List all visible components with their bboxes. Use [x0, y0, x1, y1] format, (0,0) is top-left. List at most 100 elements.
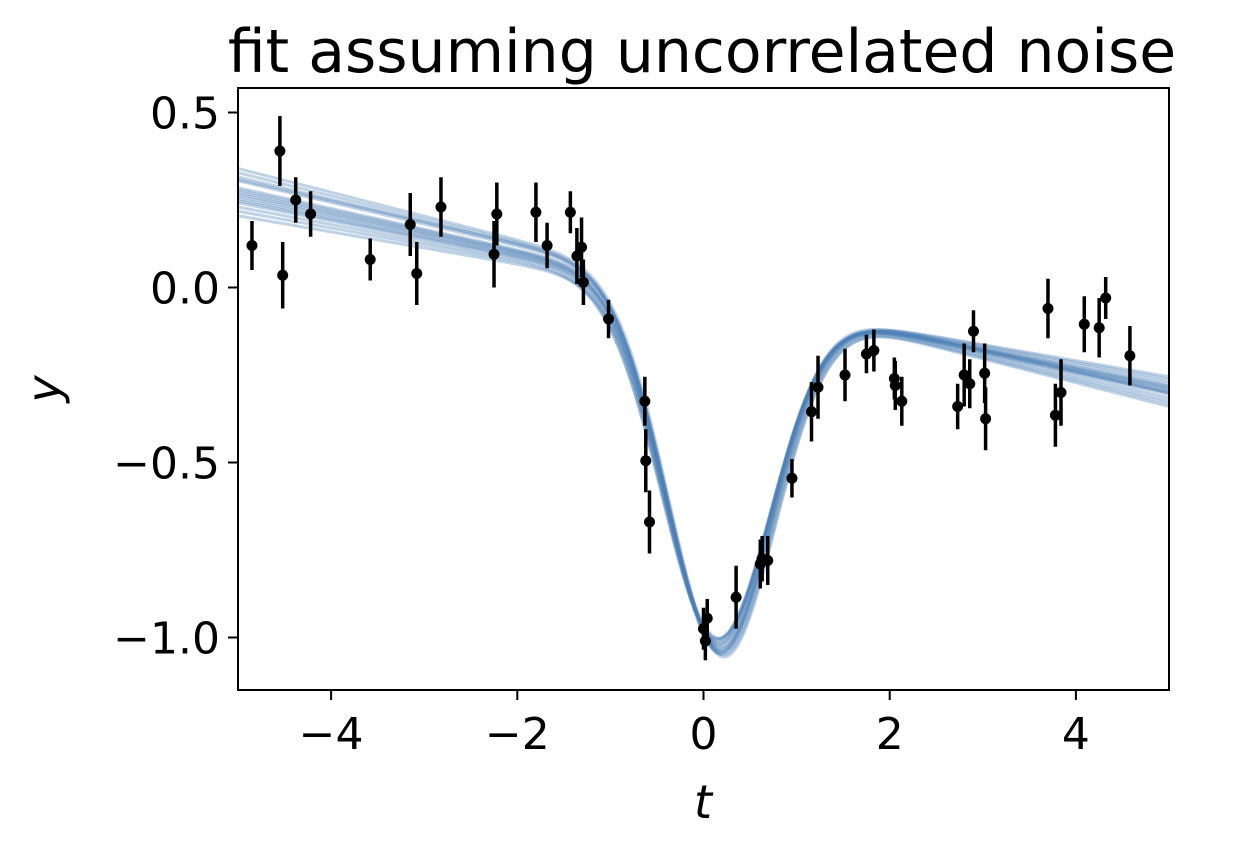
- fit-line-15: [238, 177, 1169, 655]
- y-tick-label: −0.5: [113, 439, 220, 490]
- fit-line-2: [238, 192, 1169, 649]
- x-axis-ticks: −4 −2 0 2 4: [299, 690, 1090, 760]
- data-point-17: [577, 259, 589, 305]
- point-marker: [952, 401, 964, 412]
- data-point-41: [967, 310, 979, 353]
- fit-line-3: [238, 190, 1169, 650]
- data-point-40: [964, 359, 976, 409]
- point-marker: [577, 276, 589, 288]
- point-marker: [1100, 292, 1112, 304]
- data-point-19: [639, 376, 651, 426]
- point-marker: [541, 240, 553, 251]
- data-point-32: [839, 348, 851, 402]
- data-point-6: [364, 238, 376, 281]
- data-point-23: [699, 621, 711, 661]
- point-marker: [786, 472, 798, 484]
- point-marker: [1093, 322, 1105, 334]
- point-marker: [640, 455, 652, 467]
- data-point-39: [958, 343, 970, 407]
- data-point-29: [786, 459, 798, 498]
- point-marker: [246, 240, 258, 251]
- data-point-44: [1042, 278, 1054, 339]
- data-point-48: [1093, 298, 1105, 358]
- fit-line-13: [238, 214, 1169, 640]
- fit-line-16: [238, 167, 1169, 659]
- point-marker: [1078, 318, 1090, 330]
- data-point-1: [246, 221, 258, 270]
- data-point-50: [1124, 326, 1136, 386]
- point-marker: [896, 395, 908, 407]
- fit-line-11: [238, 209, 1169, 640]
- point-marker: [889, 380, 901, 391]
- point-marker: [1055, 387, 1067, 398]
- point-marker: [1124, 350, 1136, 362]
- data-point-13: [541, 222, 553, 269]
- x-tick-label: 2: [876, 709, 904, 760]
- data-point-10: [488, 221, 500, 288]
- fit-line-7: [238, 201, 1169, 643]
- point-marker: [364, 254, 376, 265]
- point-marker: [699, 635, 711, 647]
- fit-line-6: [238, 188, 1169, 652]
- point-marker: [603, 313, 615, 325]
- x-tick-label: −4: [299, 709, 364, 760]
- fit-line-1: [238, 194, 1169, 647]
- x-axis-label: t: [694, 775, 714, 829]
- point-marker: [404, 219, 416, 230]
- data-point-47: [1078, 296, 1090, 353]
- data-point-4: [290, 177, 302, 223]
- fit-line-9: [238, 205, 1169, 642]
- fit-line-12: [238, 175, 1169, 656]
- data-point-21: [644, 490, 656, 554]
- y-axis-ticks: 0.5 0.0 −0.5 −1.0: [113, 89, 238, 665]
- data-point-2: [274, 116, 286, 186]
- point-marker: [812, 381, 824, 393]
- point-marker: [488, 248, 500, 260]
- data-points-group: [246, 116, 1136, 661]
- data-point-30: [805, 382, 817, 442]
- data-point-28: [762, 536, 774, 585]
- point-marker: [1049, 409, 1061, 421]
- data-point-31: [812, 355, 824, 419]
- point-marker: [274, 145, 286, 157]
- point-marker: [762, 555, 774, 566]
- fit-line-14: [238, 171, 1169, 657]
- point-marker: [644, 516, 656, 528]
- y-tick-label: −1.0: [113, 614, 220, 665]
- data-point-38: [952, 383, 964, 430]
- y-tick-label: 0.0: [150, 264, 220, 315]
- data-point-43: [980, 387, 992, 451]
- fit-line-8: [238, 186, 1169, 653]
- point-marker: [979, 367, 991, 379]
- point-marker: [967, 325, 979, 337]
- point-marker: [839, 369, 851, 381]
- data-point-36: [889, 361, 901, 410]
- point-marker: [1042, 303, 1054, 314]
- point-marker: [435, 201, 447, 213]
- point-marker: [305, 208, 317, 220]
- point-marker: [564, 206, 576, 218]
- data-point-49: [1100, 277, 1112, 319]
- data-point-37: [896, 376, 908, 426]
- point-marker: [730, 591, 742, 603]
- point-marker: [980, 413, 992, 425]
- data-point-14: [564, 191, 576, 234]
- data-point-5: [305, 191, 317, 237]
- data-point-8: [411, 242, 423, 305]
- data-point-11: [491, 182, 503, 246]
- data-point-12: [530, 182, 542, 242]
- plot-frame: [237, 87, 1170, 691]
- point-marker: [491, 208, 503, 220]
- data-point-24: [701, 599, 713, 638]
- point-marker: [701, 612, 713, 624]
- data-point-45: [1049, 383, 1061, 447]
- point-marker: [958, 369, 970, 381]
- point-marker: [805, 406, 817, 418]
- data-point-16: [576, 217, 588, 277]
- point-marker: [571, 250, 583, 262]
- point-marker: [277, 269, 289, 281]
- y-axis-label: y: [17, 375, 71, 405]
- data-point-9: [435, 177, 447, 237]
- x-tick-label: −2: [485, 709, 550, 760]
